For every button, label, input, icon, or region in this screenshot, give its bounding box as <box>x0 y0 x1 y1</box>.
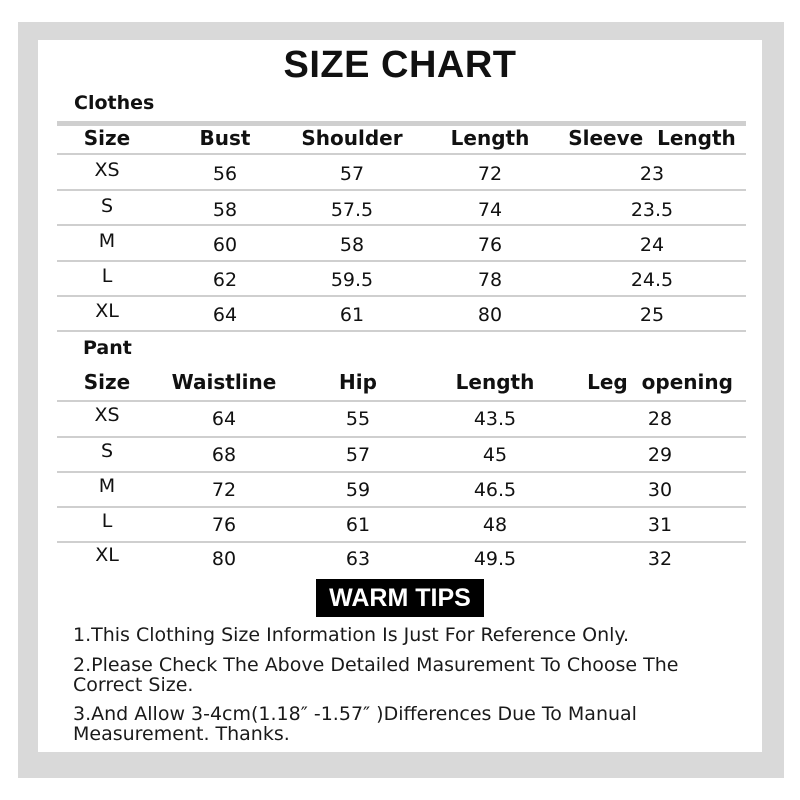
table-cell: 80 <box>211 548 237 570</box>
table-cell: 23 <box>639 163 665 185</box>
table-cell: 49.5 <box>473 548 517 570</box>
table-cell: 68 <box>211 444 237 466</box>
table-cell: 23.5 <box>630 199 674 221</box>
row-divider <box>57 153 746 155</box>
table-cell: 76 <box>477 234 503 256</box>
page-title: SIZE CHART <box>283 44 517 86</box>
table-cell: 25 <box>639 304 665 326</box>
row-divider <box>57 189 746 191</box>
row-divider <box>57 224 746 226</box>
column-header: Hip <box>339 370 377 394</box>
table-cell: 56 <box>212 163 238 185</box>
row-divider <box>57 400 746 402</box>
row-divider <box>57 541 746 543</box>
table-cell: 76 <box>211 514 237 536</box>
row-divider <box>57 295 746 297</box>
size-cell: L <box>101 510 113 532</box>
table-cell: 55 <box>345 408 371 430</box>
row-divider <box>57 436 746 438</box>
column-header: Length <box>450 126 530 150</box>
table-cell: 28 <box>647 408 673 430</box>
warm-tips-badge: WARM TIPS <box>316 579 484 617</box>
table-cell: 46.5 <box>473 479 517 501</box>
table-cell: 45 <box>482 444 508 466</box>
table-cell: 72 <box>211 479 237 501</box>
table-cell: 32 <box>647 548 673 570</box>
table-cell: 58 <box>212 199 238 221</box>
table-cell: 31 <box>647 514 673 536</box>
table-cell: 29 <box>647 444 673 466</box>
column-header: Bust <box>199 126 251 150</box>
size-cell: M <box>98 230 116 252</box>
table-cell: 64 <box>211 408 237 430</box>
pant-section-label: Pant <box>83 337 132 359</box>
row-divider <box>57 260 746 262</box>
table-cell: 62 <box>212 269 238 291</box>
column-header: Size <box>83 370 131 394</box>
table-cell: 59.5 <box>330 269 374 291</box>
size-cell: S <box>100 440 114 462</box>
clothes-section-label: Clothes <box>74 92 155 114</box>
table-cell: 64 <box>212 304 238 326</box>
table-cell: 61 <box>345 514 371 536</box>
table-cell: 58 <box>339 234 365 256</box>
size-cell: XS <box>94 159 120 181</box>
size-cell: XL <box>95 300 119 322</box>
size-cell: M <box>98 475 116 497</box>
table-cell: 24 <box>639 234 665 256</box>
table-cell: 24.5 <box>630 269 674 291</box>
column-header: Shoulder <box>301 126 403 150</box>
tip-item: 2.Please Check The Above Detailed Masure… <box>73 654 679 696</box>
tip-item: 3.And Allow 3-4cm(1.18″ -1.57″ )Differen… <box>73 703 637 745</box>
table-cell: 61 <box>339 304 365 326</box>
column-header: Sleeve Length <box>568 126 736 150</box>
size-cell: XS <box>94 404 120 426</box>
row-divider <box>57 471 746 473</box>
table-cell: 78 <box>477 269 503 291</box>
size-cell: L <box>101 265 113 287</box>
table-cell: 63 <box>345 548 371 570</box>
column-header: Leg opening <box>587 370 733 394</box>
row-divider <box>57 330 746 332</box>
table-cell: 57 <box>339 163 365 185</box>
table-cell: 72 <box>477 163 503 185</box>
tip-item: 1.This Clothing Size Information Is Just… <box>73 624 630 646</box>
table-cell: 74 <box>477 199 503 221</box>
column-header: Length <box>455 370 535 394</box>
row-divider <box>57 506 746 508</box>
table-cell: 59 <box>345 479 371 501</box>
table-cell: 60 <box>212 234 238 256</box>
column-header: Size <box>83 126 131 150</box>
chart-panel <box>38 40 762 752</box>
table-cell: 80 <box>477 304 503 326</box>
column-header: Waistline <box>171 370 277 394</box>
table-cell: 43.5 <box>473 408 517 430</box>
table-cell: 30 <box>647 479 673 501</box>
table-top-rule <box>57 121 746 126</box>
size-cell: S <box>100 195 114 217</box>
table-cell: 57.5 <box>330 199 374 221</box>
size-cell: XL <box>95 544 119 566</box>
table-cell: 48 <box>482 514 508 536</box>
table-cell: 57 <box>345 444 371 466</box>
